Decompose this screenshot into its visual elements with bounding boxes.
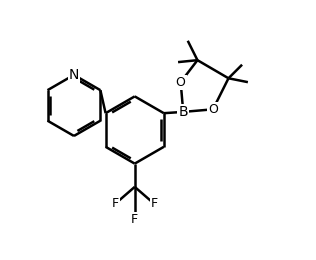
Text: O: O <box>176 76 185 89</box>
Text: F: F <box>150 197 158 210</box>
Text: O: O <box>208 103 218 116</box>
Text: B: B <box>179 105 188 119</box>
Text: F: F <box>112 197 119 210</box>
Text: N: N <box>69 68 79 82</box>
Text: F: F <box>131 213 138 226</box>
